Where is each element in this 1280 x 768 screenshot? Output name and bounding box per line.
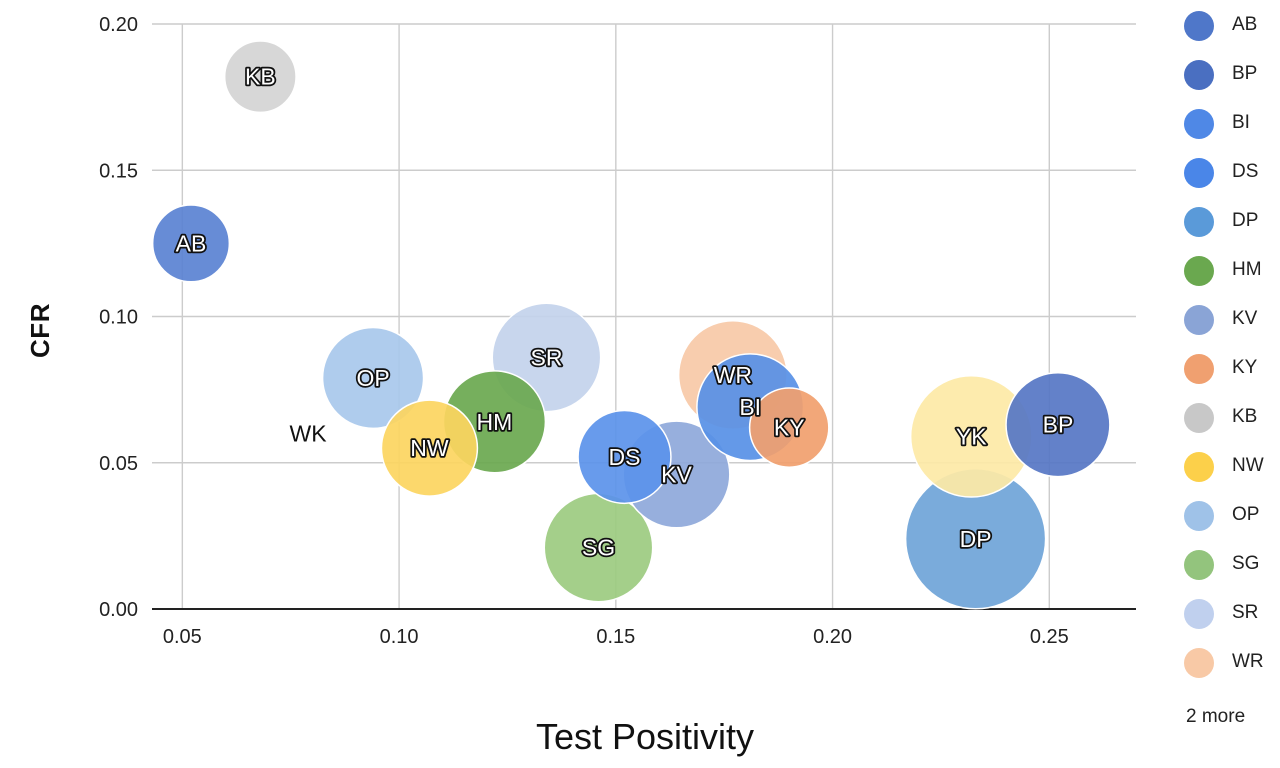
bubble-label-sg: SG [582,535,615,561]
bubble-op [321,326,425,430]
legend-swatch [1184,256,1214,286]
legend-label: KB [1232,406,1258,427]
bubble-ab [151,204,231,283]
legend-swatch [1184,550,1214,580]
bubble-label-op: OP [356,365,389,391]
bubble-label-wk: WK [290,421,328,447]
legend-label: NW [1232,455,1264,476]
legend-swatch [1184,109,1214,139]
bubble-label-kb: KB [245,64,276,90]
bubble-label-ab: AB [176,230,207,256]
legend-swatch [1184,11,1214,41]
legend-item-ds[interactable]: DS [1180,153,1280,193]
legend-item-sr[interactable]: SR [1180,594,1280,634]
bubble-ky [748,387,830,468]
legend-label: HM [1232,259,1262,280]
x-axis-title: Test Positivity [535,716,755,757]
legend-label: BP [1232,63,1258,84]
legend-item-kv[interactable]: KV [1180,300,1280,340]
legend-label: DP [1232,210,1259,231]
bubble-ds [577,409,672,505]
legend-item-wr[interactable]: WR [1180,643,1280,683]
bubble-label-bp: BP [1043,412,1074,438]
bubble-kb [223,40,297,114]
bubble-nw [380,399,479,497]
bubble-label-bi: BI [739,394,761,420]
y-tick-label: 0.20 [99,14,138,36]
legend-label: KY [1232,357,1258,378]
legend-item-ab[interactable]: AB [1180,6,1280,46]
bubble-bp [1005,372,1111,478]
legend-label: AB [1232,14,1258,35]
legend-swatch [1184,501,1214,531]
x-tick-label: 0.20 [813,626,852,648]
bubble-label-hm: HM [477,409,513,435]
bubble-label-ky: KY [774,415,805,441]
legend-more-link[interactable]: 2 more [1186,706,1246,727]
legend-label: BI [1232,112,1250,133]
legend-swatch [1184,305,1214,335]
legend-item-dp[interactable]: DP [1180,202,1280,242]
bubble-label-wr: WR [714,362,752,388]
legend-swatch [1184,599,1214,629]
legend-item-sg[interactable]: SG [1180,545,1280,585]
legend-item-bp[interactable]: BP [1180,55,1280,95]
legend-label: KV [1232,308,1258,329]
bubble-label-yk: YK [956,423,987,449]
bubble-label-kv: KV [661,461,692,487]
x-tick-label: 0.10 [380,626,419,648]
legend-item-kb[interactable]: KB [1180,398,1280,438]
bubble-label-dp: DP [960,526,992,552]
bubble-label-sr: SR [530,344,562,370]
y-tick-label: 0.15 [99,160,138,182]
legend-label: WR [1232,651,1264,672]
legend-swatch [1184,403,1214,433]
legend-swatch [1184,158,1214,188]
legend-label: SG [1232,553,1260,574]
y-tick-label: 0.10 [99,307,138,329]
legend-swatch [1184,648,1214,678]
legend-label: SR [1232,602,1259,623]
x-tick-label: 0.25 [1030,626,1069,648]
legend-label: DS [1232,161,1259,182]
bubble-label-nw: NW [410,435,449,461]
y-tick-label: 0.05 [99,453,138,475]
y-tick-label: 0.00 [99,599,138,621]
x-tick-label: 0.15 [596,626,635,648]
legend-item-hm[interactable]: HM [1180,251,1280,291]
legend-label: OP [1232,504,1260,525]
bubble-label-ds: DS [609,444,641,470]
legend-item-ky[interactable]: KY [1180,349,1280,389]
legend-swatch [1184,207,1214,237]
legend-swatch [1184,354,1214,384]
legend-item-nw[interactable]: NW [1180,447,1280,487]
y-axis-title: CFR [24,302,55,358]
legend-swatch [1184,60,1214,90]
legend-swatch [1184,452,1214,482]
legend-item-bi[interactable]: BI [1180,104,1280,144]
y-axis-title-wrap: CFR [10,300,70,360]
legend-item-op[interactable]: OP [1180,496,1280,536]
x-tick-label: 0.05 [163,626,202,648]
